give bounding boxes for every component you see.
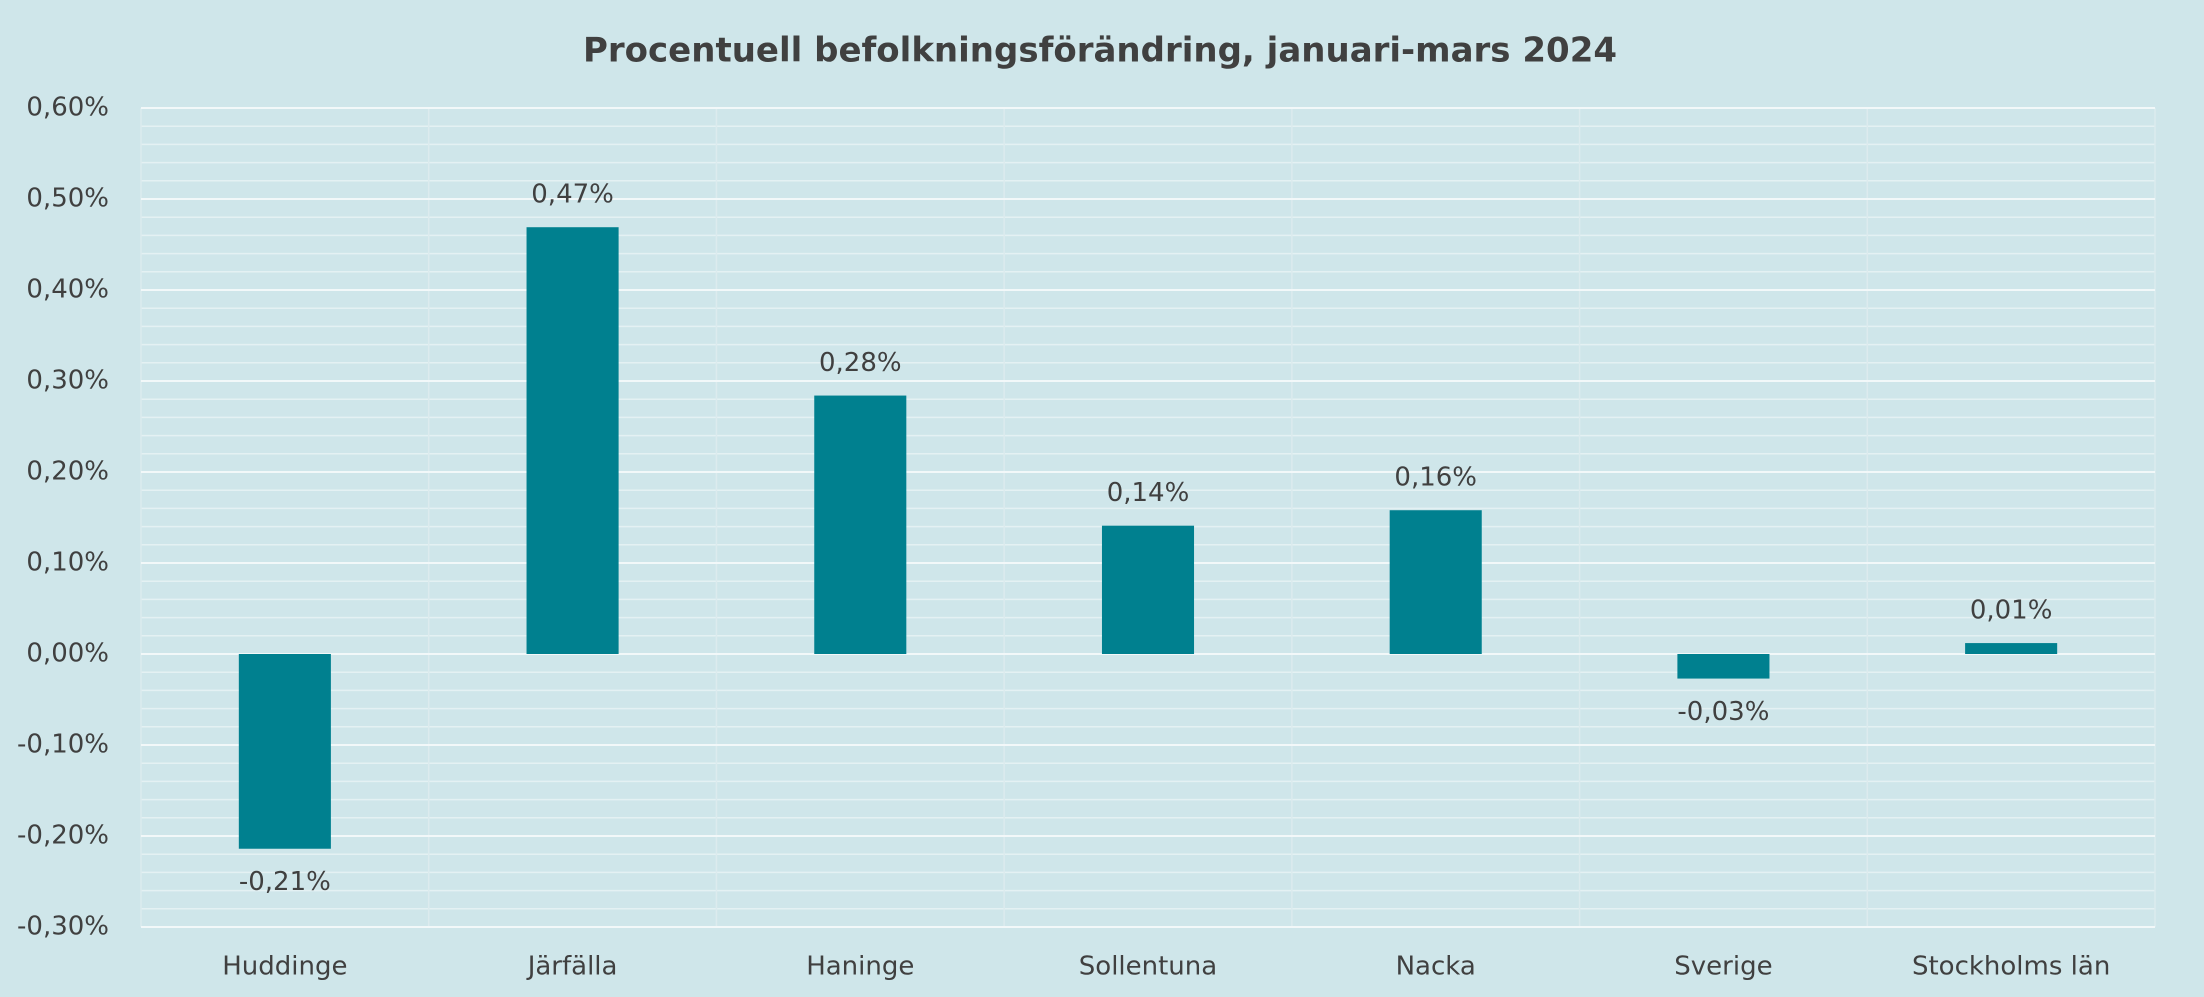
y-tick-label: 0,60%: [26, 93, 109, 123]
y-tick-label: 0,30%: [26, 366, 109, 396]
y-tick-label: 0,50%: [26, 184, 109, 214]
y-tick-label: 0,40%: [26, 275, 109, 305]
x-tick-label: Sverige: [1674, 952, 1772, 982]
chart-title: Procentuell befolkningsförändring, janua…: [583, 31, 1617, 71]
y-tick-label: 0,10%: [26, 548, 109, 578]
y-tick-label: -0,10%: [17, 730, 109, 760]
data-label: 0,01%: [1970, 596, 2053, 626]
bar: [1101, 525, 1195, 654]
y-tick-label: 0,00%: [26, 639, 109, 669]
bar: [238, 654, 331, 849]
bar: [1389, 510, 1482, 654]
data-label: 0,14%: [1107, 478, 1190, 508]
bar: [526, 227, 619, 654]
bar: [1965, 643, 2058, 654]
x-tick-label: Huddinge: [222, 952, 347, 982]
x-tick-label: Sollentuna: [1079, 952, 1217, 982]
bar: [1677, 654, 1770, 679]
data-label: 0,16%: [1394, 463, 1477, 493]
bar: [814, 395, 907, 654]
y-tick-label: 0,20%: [26, 457, 109, 487]
y-tick-label: -0,30%: [17, 912, 109, 942]
data-label: 0,28%: [819, 348, 902, 378]
data-label: -0,21%: [239, 867, 331, 897]
x-tick-label: Haninge: [806, 952, 914, 982]
x-tick-label: Nacka: [1396, 952, 1476, 982]
x-tick-label: Stockholms län: [1912, 952, 2110, 982]
x-tick-label: Järfälla: [526, 952, 618, 982]
data-label: 0,47%: [531, 180, 614, 210]
data-label: -0,03%: [1677, 697, 1769, 727]
y-tick-label: -0,20%: [17, 821, 109, 851]
